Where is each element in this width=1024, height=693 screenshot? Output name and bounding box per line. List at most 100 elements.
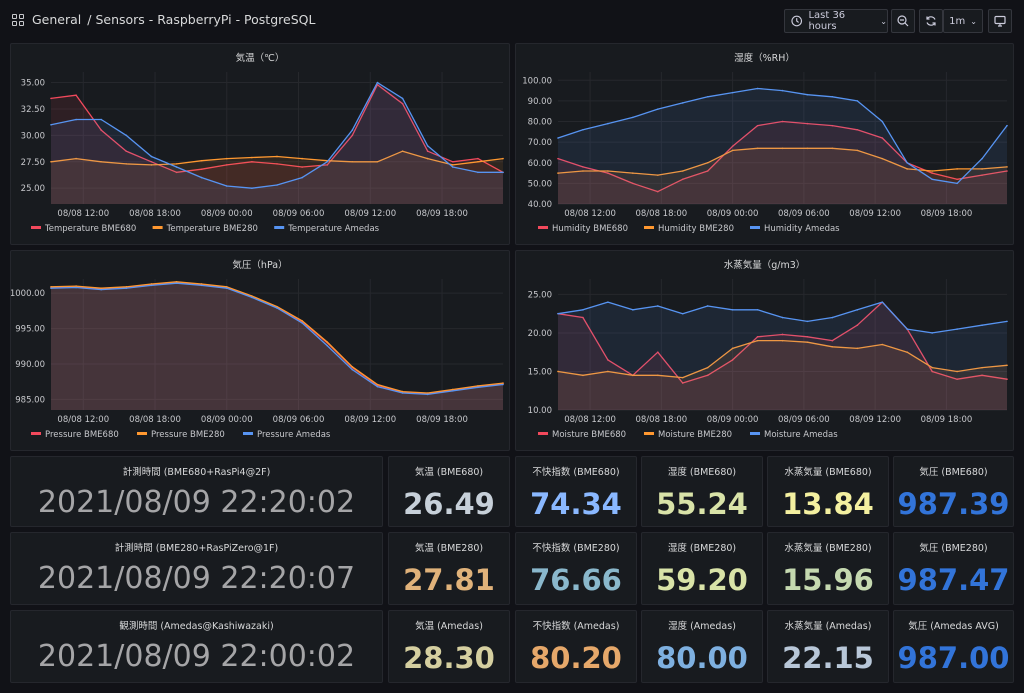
stat-panel-discomfort-index[interactable]: 不快指数 (Amedas) 80.20 — [515, 610, 637, 683]
data-point — [981, 157, 983, 160]
data-point — [426, 145, 429, 147]
humidity-panel: 湿度（%RH） 100.00 90.00 80.00 70.00 60.00 50.00 4… — [515, 43, 1014, 245]
legend-item[interactable]: Pressure BME280 — [151, 430, 225, 440]
stat-panel-humidity[interactable]: 湿度 (BME680) 55.24 — [641, 456, 763, 527]
data-point — [175, 282, 178, 285]
stat-panel-pressure[interactable]: 気圧 (BME680) 987.39 — [893, 456, 1014, 527]
legend-item[interactable]: Moisture BME280 — [658, 430, 732, 440]
data-point — [451, 164, 454, 166]
temperature-panel: 気温（℃） 35.00 32.50 30.00 27.50 25.00 08/08 12:… — [10, 43, 510, 245]
data-point — [451, 390, 454, 392]
legend-swatch — [31, 226, 41, 229]
data-point — [401, 150, 404, 152]
pressure-chart[interactable]: 1000.00 995.00 990.00 985.00 08/08 12:00 08/0… — [11, 251, 510, 451]
legend-item[interactable]: Moisture Amedas — [764, 430, 838, 440]
data-point — [477, 386, 479, 389]
data-point — [956, 378, 958, 380]
time-range-picker[interactable]: Last 36 hours ⌄ — [784, 9, 888, 33]
x-tick-label: 08/09 06:00 — [273, 209, 325, 219]
stat-panel-discomfort-index[interactable]: 不快指数 (BME280) 76.66 — [515, 532, 637, 605]
stat-panel-moisture[interactable]: 水蒸気量 (BME280) 15.96 — [767, 532, 889, 605]
refresh-interval-picker[interactable]: 1m ⌄ — [943, 9, 983, 33]
data-point — [906, 161, 909, 164]
data-point — [100, 288, 103, 291]
data-point — [806, 122, 809, 125]
data-point — [276, 305, 278, 308]
legend-item[interactable]: Humidity BME680 — [552, 224, 628, 234]
x-tick-label: 08/08 12:00 — [564, 209, 616, 219]
series-area-2 — [558, 302, 1007, 410]
stat-title: 気温 (BME280) — [414, 543, 484, 554]
stat-panel-discomfort-index[interactable]: 不快指数 (BME680) 74.34 — [515, 456, 637, 527]
legend-item[interactable]: Moisture BME680 — [552, 430, 626, 440]
stat-value: 2021/08/09 22:20:02 — [37, 485, 356, 520]
data-point — [401, 390, 404, 393]
dashboard-header: General / Sensors - RaspberryPi - Postgr… — [0, 0, 1024, 42]
breadcrumb-folder[interactable]: General — [32, 12, 82, 27]
data-point — [706, 170, 709, 172]
x-tick-label: 08/09 12:00 — [344, 209, 396, 219]
stat-panel-moisture[interactable]: 水蒸気量 (Amedas) 22.15 — [767, 610, 889, 683]
zoom-out-icon — [897, 15, 909, 27]
data-point — [1006, 364, 1008, 367]
stat-panel-temperature[interactable]: 気温 (BME680) 26.49 — [388, 456, 510, 527]
y-tick-label: 35.00 — [21, 79, 45, 89]
legend-swatch — [644, 432, 654, 435]
stat-panel-timestamp[interactable]: 計測時間 (BME680+RasPi4@2F) 2021/08/09 22:20:… — [10, 456, 383, 527]
stat-panel-timestamp[interactable]: 観測時間 (Amedas@Kashiwazaki) 2021/08/09 22:0… — [10, 610, 383, 683]
humidity-chart[interactable]: 100.00 90.00 80.00 70.00 60.00 50.00 40.00 08/0… — [516, 44, 1014, 245]
stat-panel-pressure[interactable]: 気圧 (BME280) 987.47 — [893, 532, 1014, 605]
panel-title: 気圧（hPa） — [232, 260, 288, 271]
data-point — [175, 171, 178, 174]
stat-value: 27.81 — [403, 563, 495, 597]
temperature-chart[interactable]: 35.00 32.50 30.00 27.50 25.00 08/08 12:00 08/0… — [11, 44, 510, 245]
legend-item[interactable]: Pressure BME680 — [45, 430, 119, 440]
x-tick-label: 08/08 18:00 — [129, 209, 181, 219]
legend-item[interactable]: Humidity BME280 — [658, 224, 734, 234]
data-point — [125, 134, 128, 137]
data-point — [981, 168, 983, 170]
stat-panel-humidity[interactable]: 湿度 (Amedas) 80.00 — [641, 610, 763, 683]
moisture-chart[interactable]: 25.00 20.00 15.00 10.00 08/08 12:00 08/08 18:… — [516, 251, 1014, 451]
x-tick-label: 08/08 18:00 — [129, 415, 181, 425]
data-point — [881, 343, 884, 346]
legend-item[interactable]: Pressure Amedas — [257, 430, 331, 440]
stat-title: 水蒸気量 (Amedas) — [784, 621, 872, 632]
data-point — [451, 166, 454, 168]
stat-panel-pressure[interactable]: 気圧 (Amedas AVG) 987.00 — [893, 610, 1014, 683]
data-point — [225, 157, 228, 160]
dashboards-grid-icon[interactable] — [12, 13, 24, 26]
data-point — [301, 319, 303, 322]
data-point — [706, 161, 709, 164]
legend-item[interactable]: Temperature BME680 — [44, 224, 136, 234]
legend-item[interactable]: Humidity Amedas — [764, 224, 840, 234]
data-point — [806, 320, 809, 323]
stat-value: 55.24 — [656, 487, 748, 521]
stat-title: 水蒸気量 (BME280) — [784, 543, 872, 554]
stat-panel-timestamp[interactable]: 計測時間 (BME280+RasPiZero@1F) 2021/08/09 22:… — [10, 532, 383, 605]
data-point — [706, 374, 709, 377]
stat-panel-temperature[interactable]: 気温 (BME280) 27.81 — [388, 532, 510, 605]
data-point — [1006, 124, 1008, 127]
stat-panel-moisture[interactable]: 水蒸気量 (BME680) 13.84 — [767, 456, 889, 527]
legend-item[interactable]: Temperature Amedas — [287, 224, 379, 234]
chevron-down-icon: ⌄ — [880, 16, 887, 26]
stat-panel-temperature[interactable]: 気温 (Amedas) 28.30 — [388, 610, 510, 683]
stat-value: 26.49 — [403, 487, 495, 521]
data-point — [251, 295, 253, 297]
data-point — [632, 374, 634, 377]
data-point — [806, 147, 809, 150]
stat-panel-humidity[interactable]: 湿度 (BME280) 59.20 — [641, 532, 763, 605]
legend-item[interactable]: Temperature BME280 — [166, 224, 258, 234]
data-point — [351, 134, 354, 137]
zoom-out-button[interactable] — [891, 9, 915, 33]
data-point — [856, 324, 859, 327]
data-point — [756, 87, 759, 90]
breadcrumb-dashboard-title[interactable]: / Sensors - RaspberryPi - PostgreSQL — [87, 12, 316, 27]
legend-swatch — [538, 432, 548, 435]
refresh-button[interactable] — [919, 9, 943, 33]
stat-title: 気圧 (BME280) — [919, 543, 988, 554]
tv-mode-button[interactable] — [988, 9, 1012, 33]
data-point — [100, 287, 103, 290]
data-point — [656, 374, 659, 377]
